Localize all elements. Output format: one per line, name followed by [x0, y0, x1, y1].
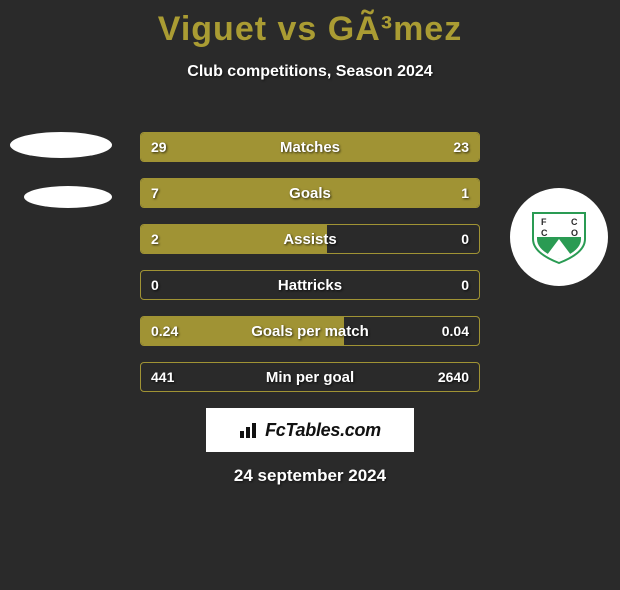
date-label: 24 september 2024 — [0, 466, 620, 486]
bars-icon — [239, 421, 261, 439]
stat-bar: 71Goals — [140, 178, 480, 208]
stat-bar: 20Assists — [140, 224, 480, 254]
ellipse-shape — [10, 132, 112, 158]
shield-letter: O — [571, 228, 578, 238]
shield-letter: C — [571, 217, 578, 227]
bar-label: Matches — [141, 133, 479, 161]
stat-bar: 0.240.04Goals per match — [140, 316, 480, 346]
left-player-placeholder — [10, 132, 112, 208]
shield-icon: F C C O — [529, 209, 589, 265]
bar-label: Goals per match — [141, 317, 479, 345]
comparison-bars: 2923Matches 71Goals 20Assists 00Hattricks 0.… — [140, 132, 480, 408]
stat-bar: 4412640Min per goal — [140, 362, 480, 392]
stat-bar: 00Hattricks — [140, 270, 480, 300]
ellipse-shape — [24, 186, 112, 208]
comparison-title: Viguet vs GÃ³mez — [0, 10, 620, 49]
shield-letter: C — [541, 228, 548, 238]
bar-label: Goals — [141, 179, 479, 207]
shield-letter: F — [541, 217, 547, 227]
bar-label: Min per goal — [141, 363, 479, 391]
stat-bar: 2923Matches — [140, 132, 480, 162]
bar-label: Hattricks — [141, 271, 479, 299]
fctables-badge: FcTables.com — [206, 408, 414, 452]
right-club-logo: F C C O — [510, 188, 608, 286]
bar-label: Assists — [141, 225, 479, 253]
fctables-text: FcTables.com — [265, 420, 381, 441]
comparison-subtitle: Club competitions, Season 2024 — [0, 63, 620, 81]
